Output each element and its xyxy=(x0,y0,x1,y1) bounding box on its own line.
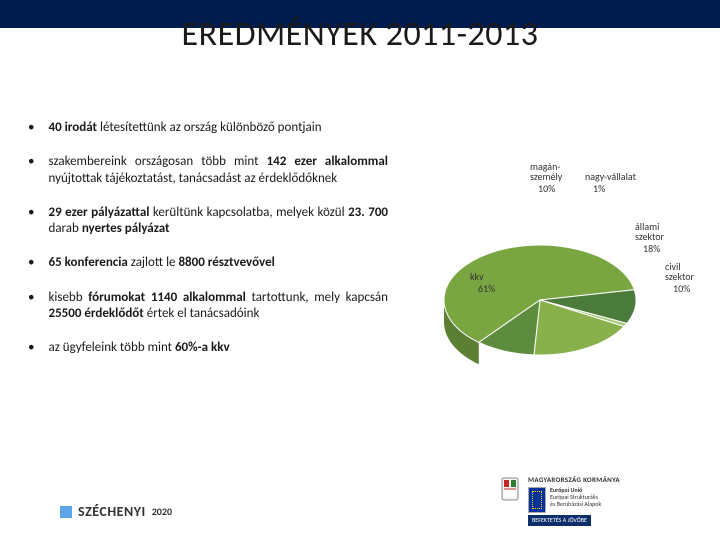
svg-text:1%: 1% xyxy=(593,182,605,195)
crest-icon xyxy=(500,476,520,504)
invest-badge: BEFEKTETÉS A JÖVŐBE xyxy=(528,515,591,526)
bullet-text: az ügyfeleink több mint 60%-a kkv xyxy=(48,340,229,356)
footer-logo-left: SZÉCHENYI 2020 xyxy=(60,503,172,520)
pie-label: államiszektor18% xyxy=(635,220,665,255)
page-title: EREDMÉNYEK 2011-2013 xyxy=(0,14,720,55)
bullet-item: 40 irodát létesítettünk az ország különb… xyxy=(28,120,388,136)
logo-sub: 2020 xyxy=(152,505,172,518)
bullet-item: kisebb fórumokat 1140 alkalommal tartott… xyxy=(28,290,388,323)
bullet-item: 65 konferencia zajlott le 8800 résztvevő… xyxy=(28,255,388,271)
bullet-text: kisebb fórumokat 1140 alkalommal tartott… xyxy=(48,290,388,323)
gov-line: MAGYARORSZÁG KORMÁNYA xyxy=(528,476,620,484)
svg-text:61%: 61% xyxy=(478,282,495,295)
bullet-text: 40 irodát létesítettünk az ország különb… xyxy=(48,120,321,136)
bullet-text: 65 konferencia zajlott le 8800 résztvevő… xyxy=(48,255,274,271)
footer-right-info: MAGYARORSZÁG KORMÁNYA Európai Unió Európ… xyxy=(528,476,620,526)
pie-chart: kkv61%magán-személy10%nagy-vállalat1%áll… xyxy=(410,150,700,400)
bullet-item: az ügyfeleink több mint 60%-a kkv xyxy=(28,340,388,356)
eu-line3: és Beruházási Alapok xyxy=(550,501,601,508)
bullet-item: 29 ezer pályázattal kerültünk kapcsolatb… xyxy=(28,205,388,238)
svg-text:10%: 10% xyxy=(673,282,690,295)
bullet-item: szakembereink országosan több mint 142 e… xyxy=(28,154,388,187)
svg-text:10%: 10% xyxy=(538,182,555,195)
footer-right: MAGYARORSZÁG KORMÁNYA Európai Unió Európ… xyxy=(500,476,700,526)
svg-text:18%: 18% xyxy=(643,242,660,255)
pie-label: civilszektor10% xyxy=(665,260,695,295)
eu-flag-icon xyxy=(528,487,546,513)
logo-square-icon xyxy=(60,506,72,518)
pie-label: magán-személy10% xyxy=(530,160,563,195)
logo-text: SZÉCHENYI xyxy=(78,503,146,520)
slide-root: EREDMÉNYEK 2011-2013 40 irodát létesítet… xyxy=(0,0,720,540)
bullet-text: 29 ezer pályázattal kerültünk kapcsolatb… xyxy=(48,205,388,238)
bullet-list: 40 irodát létesítettünk az ország különb… xyxy=(28,120,388,374)
bullet-text: szakembereink országosan több mint 142 e… xyxy=(48,154,388,187)
pie-svg: kkv61%magán-személy10%nagy-vállalat1%áll… xyxy=(410,150,700,400)
pie-label: nagy-vállalat1% xyxy=(585,170,637,195)
